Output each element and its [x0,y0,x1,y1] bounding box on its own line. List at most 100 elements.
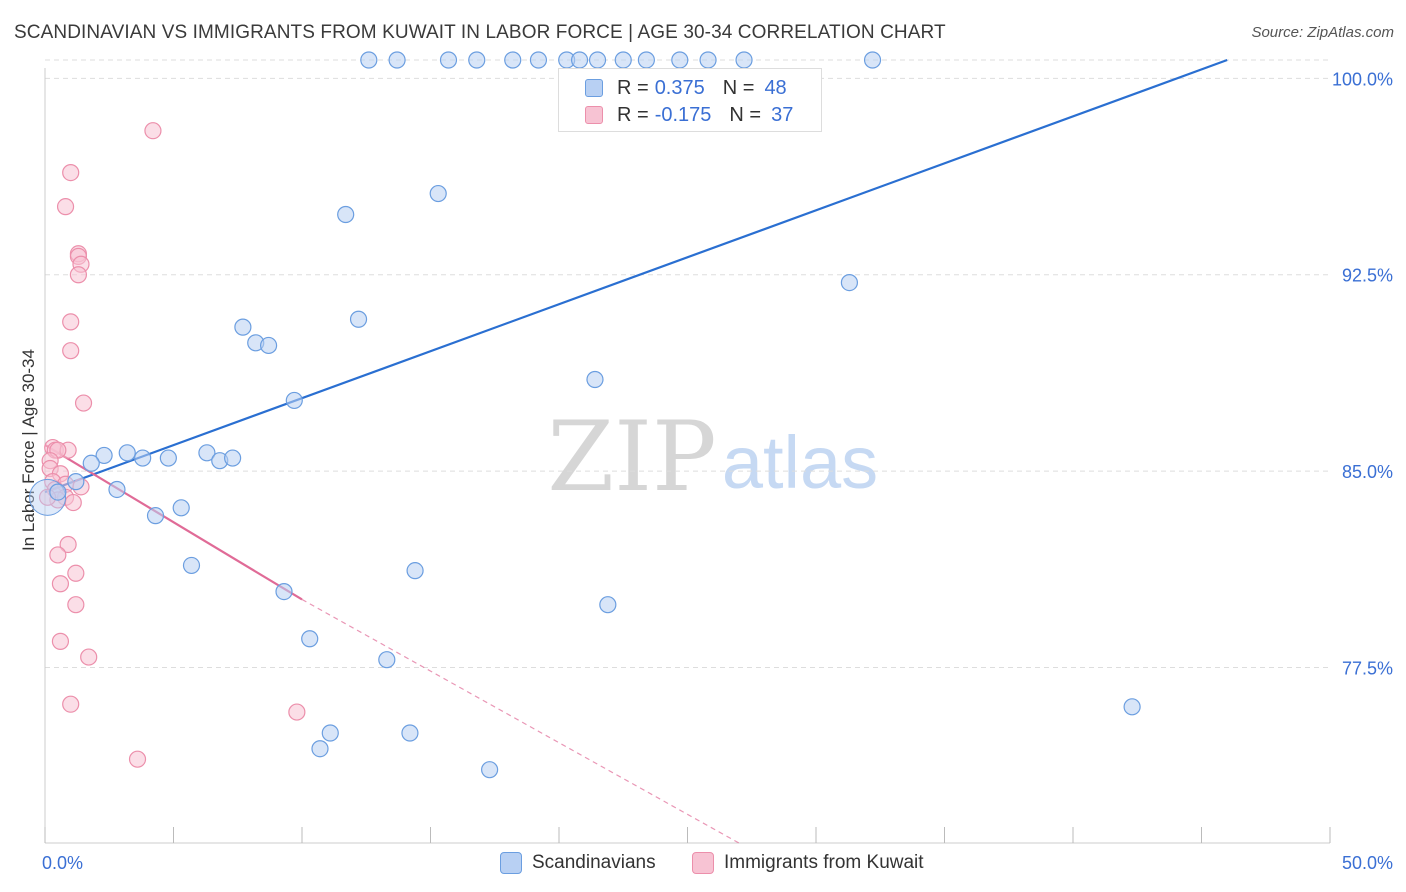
scandinavian-point [337,205,355,224]
x-tick-label: 0.0% [42,853,83,873]
kuwait-point [144,122,162,140]
scandinavian-point [614,51,632,69]
scandinavian-point [863,51,882,69]
scandinavian-point [301,630,319,648]
kuwait-point [80,648,98,666]
scandinavian-point [735,51,753,69]
scandinavian-point [401,724,419,742]
scandinavian-point [349,310,368,328]
scandinavian-point [699,51,717,69]
kuwait-point [67,596,85,614]
scandinavian-point [406,562,424,580]
scandinavian-point [504,51,522,69]
chart-title: SCANDINAVIAN VS IMMIGRANTS FROM KUWAIT I… [14,22,946,43]
kuwait-point [59,535,77,554]
legend-n-label: N = [729,103,762,126]
correlation-legend: R = 0.375 N = 48 R = -0.175 N = 37 [558,68,822,132]
kuwait-point [69,266,88,284]
scandinavian-point [588,51,607,69]
kuwait-point [64,493,82,512]
kuwait-point [62,695,80,713]
scandinavian-point [840,273,859,292]
scandinavian-point [481,761,499,779]
scandinavian-points [29,51,1141,779]
legend-n-value: 37 [771,103,794,126]
y-tick-label: 85.0% [1342,462,1393,482]
scandinavian-point [172,499,190,517]
legend-swatch-blue [585,79,603,97]
scandinavian-point [224,449,242,467]
legend-r-label: R = [617,103,649,126]
scandinavian-point [599,596,617,614]
legend-r-value: 0.375 [654,76,705,99]
legend-item-scandinavians[interactable]: Scandinavians [500,852,656,874]
kuwait-trend-extension [301,598,740,844]
scandinavians-trend-line [44,58,1228,494]
scandinavian-point [82,454,100,472]
legend-item-kuwait[interactable]: Immigrants from Kuwait [692,852,924,874]
scandinavian-point [198,444,216,462]
scandinavian-point [285,391,303,410]
scandinavian-point [275,583,293,601]
kuwait-point [56,198,75,216]
scandinavian-point [182,556,201,575]
scandinavian-point [159,449,177,467]
scandinavian-point [360,51,378,69]
scandinavian-point [1123,698,1141,716]
legend-label-scandinavians: Scandinavians [532,852,656,873]
scandinavian-point [95,446,113,465]
kuwait-point [74,394,93,412]
scandinavian-point [378,651,396,669]
scandinavian-point [234,318,252,336]
legend-row-kuwait: R = -0.175 N = 37 [585,103,793,127]
kuwait-point [49,546,67,564]
scandinavian-point [388,51,406,69]
kuwait-point [62,342,80,360]
scandinavian-point [118,444,136,462]
kuwait-point [67,564,85,582]
kuwait-point [51,575,70,593]
kuwait-point [128,750,147,768]
watermark-atlas: atlas [722,421,878,504]
scandinavian-point [311,740,329,758]
scandinavian-point [671,51,689,69]
grid-lines [45,59,1330,669]
kuwait-point [288,703,306,721]
x-tick-label: 50.0% [1342,853,1393,873]
y-tick-label: 77.5% [1342,659,1393,679]
tick-labels: 100.0% 92.5% 85.0% 77.5% 0.0% 50.0% [42,69,1393,873]
scandinavian-point [529,51,548,69]
scandinavian-point [146,507,165,525]
y-tick-label: 92.5% [1342,266,1393,286]
kuwait-point [51,632,70,650]
scandinavian-point [259,336,278,355]
scandinavian-point [321,724,339,742]
scandinavian-point [108,480,126,499]
source-label: Source: ZipAtlas.com [1251,24,1394,41]
legend-n-value: 48 [764,76,787,99]
scandinavian-point [570,51,589,69]
kuwait-point [62,313,80,331]
scandinavian-point [49,483,67,501]
legend-swatch-blue [500,852,522,874]
scandinavian-point [468,51,486,69]
legend-label-kuwait: Immigrants from Kuwait [724,852,924,873]
kuwait-point [62,164,80,182]
legend-n-label: N = [722,76,755,99]
scandinavian-point [134,449,152,467]
y-tick-label: 100.0% [1332,69,1393,89]
legend-r-label: R = [617,76,649,99]
scandinavian-point [439,51,458,69]
watermark: ZIP atlas [547,401,878,513]
legend-row-scandinavians: R = 0.375 N = 48 [585,76,787,100]
legend-swatch-pink [692,852,714,874]
legend-swatch-pink [585,106,603,124]
watermark-zip: ZIP [547,401,716,513]
legend-r-value: -0.175 [654,103,712,126]
series-legend: Scandinavians Immigrants from Kuwait [0,852,1406,876]
scandinavian-point [67,473,85,491]
scandinavian-point [429,184,447,203]
scandinavian-point [637,51,655,69]
scandinavian-point [586,370,604,389]
